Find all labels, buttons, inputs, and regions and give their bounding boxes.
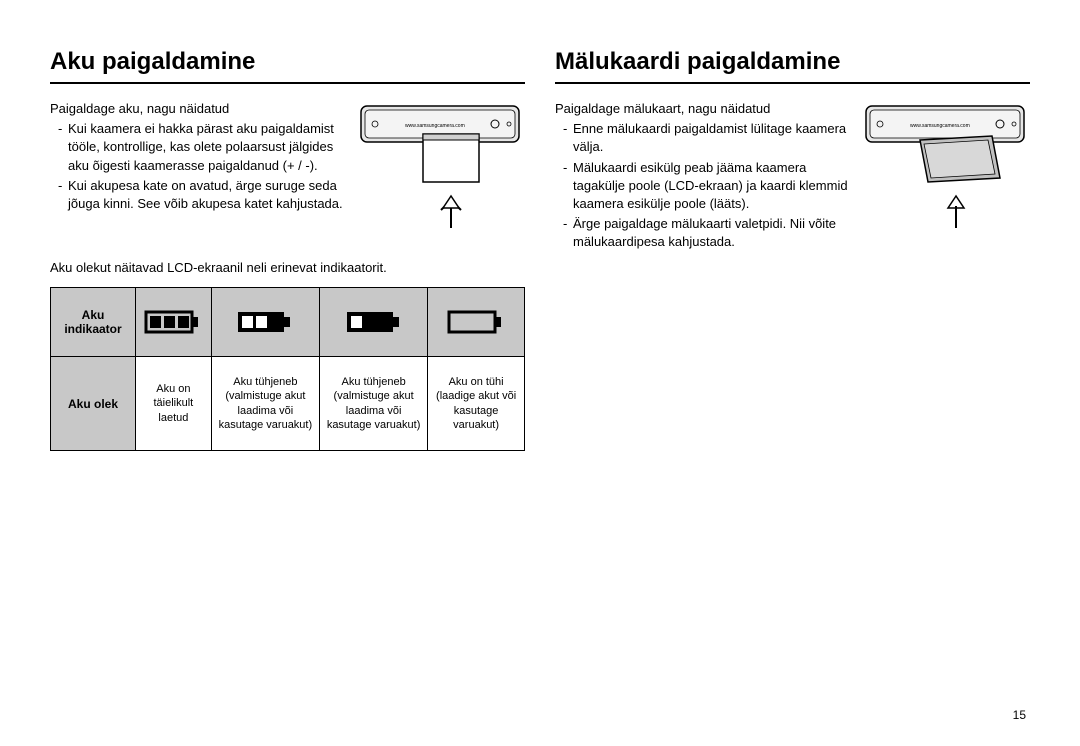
left-intro-text: Paigaldage aku, nagu näidatud Kui kaamer… (50, 100, 343, 230)
right-bullet: Mälukaardi esikülg peab jääma kaamera ta… (563, 159, 848, 214)
left-intro-line: Paigaldage aku, nagu näidatud (50, 100, 343, 118)
table-header-state: Aku olek (51, 357, 136, 451)
right-bullet: Ärge paigaldage mälukaarti valetpidi. Ni… (563, 215, 848, 251)
left-bullets: Kui kaamera ei hakka pärast aku paigalda… (50, 120, 343, 213)
right-intro-text: Paigaldage mälukaart, nagu näidatud Enne… (555, 100, 848, 254)
left-bullet: Kui akupesa kate on avatud, ärge suruge … (58, 177, 343, 213)
battery-state-desc: Aku tühjeneb (valmistuge akut laadima võ… (211, 357, 319, 451)
battery-icon-cell (319, 288, 427, 357)
left-heading: Aku paigaldamine (50, 48, 525, 84)
right-intro-line: Paigaldage mälukaart, nagu näidatud (555, 100, 848, 118)
battery-indicator-table: Aku indikaator (50, 287, 525, 451)
battery-state-desc: Aku tühjeneb (valmistuge akut laadima võ… (319, 357, 427, 451)
battery-full-icon (144, 308, 202, 336)
battery-device-icon: www.samsungcamera.com (355, 100, 525, 230)
battery-empty-icon (447, 308, 505, 336)
battery-two-thirds-icon (236, 308, 294, 336)
left-bullet: Kui kaamera ei hakka pärast aku paigalda… (58, 120, 343, 175)
right-bullet: Enne mälukaardi paigaldamist lülitage ka… (563, 120, 848, 156)
right-column: Mälukaardi paigaldamine Paigaldage mäluk… (555, 48, 1030, 451)
right-heading: Mälukaardi paigaldamine (555, 48, 1030, 84)
device-label-text: www.samsungcamera.com (405, 123, 465, 129)
battery-icon-cell (136, 288, 212, 357)
memorycard-insert-illustration: www.samsungcamera.com (860, 100, 1030, 254)
lcd-note: Aku olekut näitavad LCD-ekraanil neli er… (50, 260, 525, 275)
page-number: 15 (1013, 708, 1026, 722)
battery-state-desc: Aku on tühi (laadige akut või kasutage v… (428, 357, 525, 451)
battery-insert-illustration: www.samsungcamera.com (355, 100, 525, 230)
table-header-indicator: Aku indikaator (51, 288, 136, 357)
battery-icon-cell (428, 288, 525, 357)
device-label-text: www.samsungcamera.com (910, 123, 970, 129)
left-column: Aku paigaldamine Paigaldage aku, nagu nä… (50, 48, 525, 451)
battery-one-third-icon (345, 308, 403, 336)
battery-state-desc: Aku on täielikult laetud (136, 357, 212, 451)
battery-icon-cell (211, 288, 319, 357)
memorycard-device-icon: www.samsungcamera.com (860, 100, 1030, 230)
table-row-descriptions: Aku olek Aku on täielikult laetud Aku tü… (51, 357, 525, 451)
right-intro-row: Paigaldage mälukaart, nagu näidatud Enne… (555, 100, 1030, 254)
right-bullets: Enne mälukaardi paigaldamist lülitage ka… (555, 120, 848, 251)
left-intro-row: Paigaldage aku, nagu näidatud Kui kaamer… (50, 100, 525, 230)
table-row-icons: Aku indikaator (51, 288, 525, 357)
